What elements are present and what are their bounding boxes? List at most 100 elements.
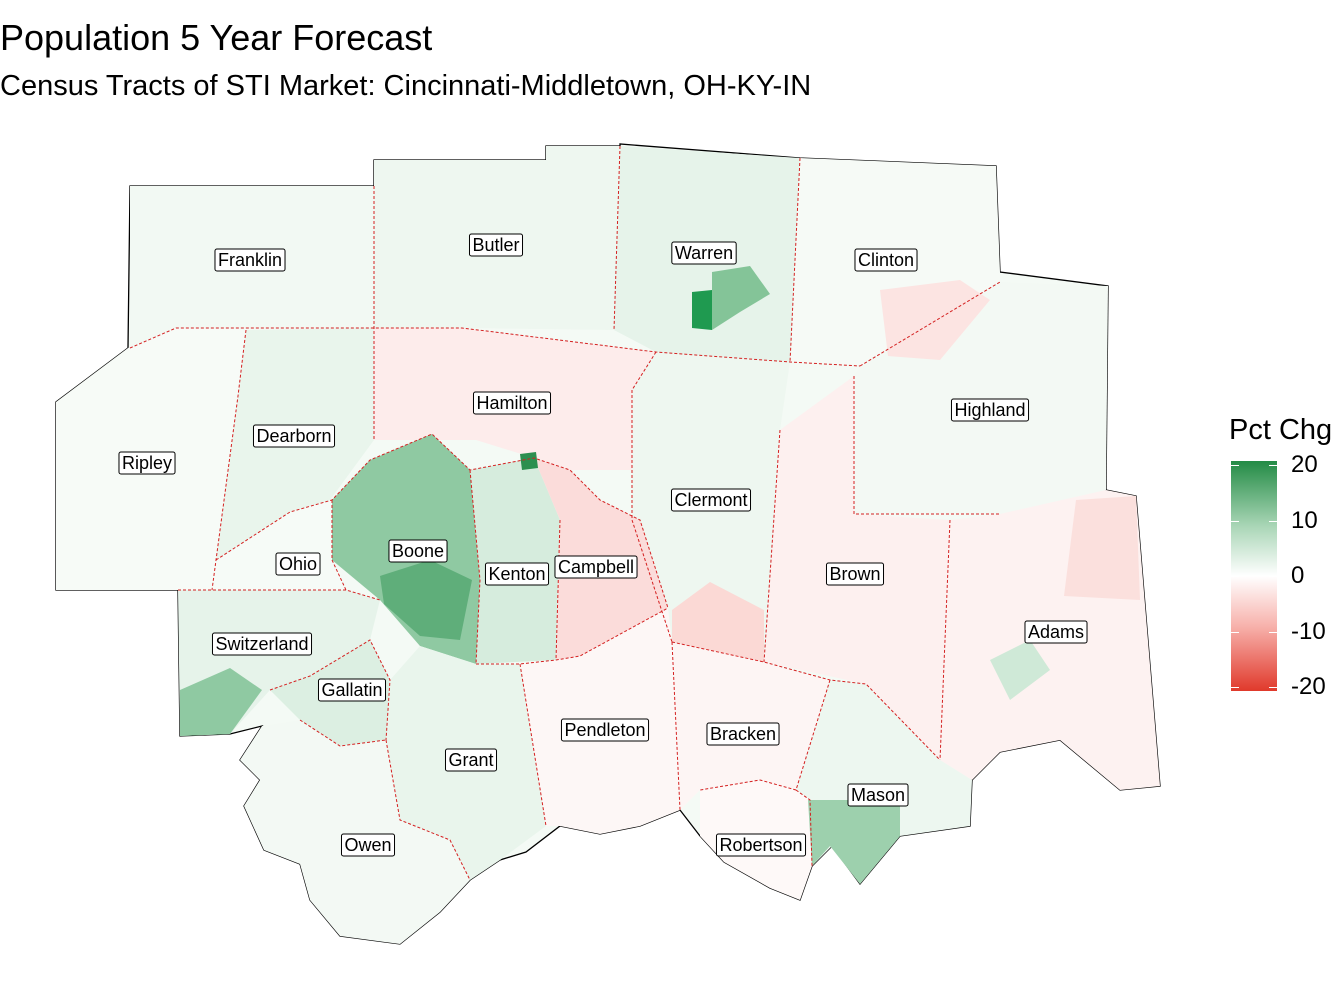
county-label-box	[340, 833, 396, 857]
county-label-box	[715, 833, 807, 857]
county-label-box	[275, 552, 321, 576]
county-label-kenton: Kenton	[484, 562, 550, 586]
county-label-clinton: Clinton	[854, 248, 918, 272]
legend-tick-label: 10	[1291, 506, 1318, 534]
county-label-text: Campbell	[558, 557, 634, 577]
county-label-text: Clinton	[858, 250, 914, 270]
county-label-ripley: Ripley	[118, 451, 176, 475]
page-title: Population 5 Year Forecast	[0, 17, 433, 58]
tract-switzerland-east	[180, 668, 262, 736]
tract-warren-high	[692, 290, 712, 330]
county-label-box	[118, 451, 176, 475]
legend-tick-mark	[1231, 631, 1239, 633]
county-label-text: Dearborn	[256, 426, 331, 446]
tract-boone-high	[380, 560, 472, 640]
county-label-dearborn: Dearborn	[252, 424, 336, 448]
county-label-text: Clermont	[674, 490, 747, 510]
tract-adams-north	[1064, 496, 1140, 600]
county-label-box	[706, 722, 780, 746]
county-label-pendleton: Pendleton	[560, 718, 650, 742]
tract-clermont-south	[672, 582, 764, 662]
county-label-box	[671, 241, 737, 265]
legend-tick-mark	[1231, 687, 1239, 688]
legend-tick-mark	[1269, 576, 1277, 577]
county-label-text: Robertson	[719, 835, 802, 855]
county-label-bracken: Bracken	[706, 722, 780, 746]
county-label-switzerland: Switzerland	[211, 632, 313, 656]
county-label-box	[317, 678, 387, 702]
county-label-box	[444, 748, 498, 772]
county-label-text: Pendleton	[564, 720, 645, 740]
county-label-ohio: Ohio	[275, 552, 321, 576]
county-label-clermont: Clermont	[670, 488, 752, 512]
county-label-text: Adams	[1028, 622, 1084, 642]
county-label-hamilton: Hamilton	[472, 391, 552, 415]
legend-tick-mark	[1269, 520, 1277, 522]
county-borders	[129, 145, 1001, 881]
tract-mason-south	[808, 800, 900, 884]
county-label-text: Ohio	[279, 554, 317, 574]
county-label-butler: Butler	[468, 233, 524, 257]
county-label-highland: Highland	[950, 398, 1030, 422]
county-label-box	[554, 555, 638, 579]
county-label-box	[468, 233, 524, 257]
tract-warren-medium	[712, 266, 770, 330]
county-label-warren: Warren	[671, 241, 737, 265]
county-region-owen	[240, 720, 470, 944]
county-label-text: Switzerland	[215, 634, 308, 654]
county-label-gallatin: Gallatin	[317, 678, 387, 702]
county-label-text: Highland	[954, 400, 1025, 420]
county-label-franklin: Franklin	[214, 248, 286, 272]
county-label-text: Ripley	[122, 453, 172, 473]
county-label-text: Owen	[344, 835, 391, 855]
county-label-box	[950, 398, 1030, 422]
legend-tick-mark	[1269, 631, 1277, 633]
county-label-text: Gallatin	[321, 680, 382, 700]
county-label-box	[560, 718, 650, 742]
tract-highland-west	[880, 280, 990, 360]
county-label-text: Franklin	[218, 250, 282, 270]
county-label-text: Mason	[851, 785, 905, 805]
tract-kenton-city	[520, 452, 538, 470]
legend-tick-mark	[1231, 465, 1239, 466]
county-label-text: Warren	[675, 243, 733, 263]
county-label-text: Boone	[392, 541, 444, 561]
legend-tick-label: -10	[1291, 617, 1326, 645]
county-label-grant: Grant	[444, 748, 498, 772]
county-label-boone: Boone	[388, 539, 448, 563]
county-label-brown: Brown	[825, 562, 885, 586]
county-label-box	[484, 562, 550, 586]
county-label-text: Kenton	[488, 564, 545, 584]
legend-tick-mark	[1231, 520, 1239, 522]
county-label-box	[388, 539, 448, 563]
county-label-box	[1024, 620, 1088, 644]
county-label-box	[847, 783, 909, 807]
legend-tick-mark	[1231, 576, 1239, 577]
county-label-box	[472, 391, 552, 415]
legend-tick-mark	[1269, 687, 1277, 688]
tract-adams-west	[990, 640, 1050, 700]
county-label-box	[211, 632, 313, 656]
county-label-text: Brown	[829, 564, 880, 584]
county-label-box	[854, 248, 918, 272]
county-label-robertson: Robertson	[715, 833, 807, 857]
county-label-box	[252, 424, 336, 448]
county-label-adams: Adams	[1024, 620, 1088, 644]
county-label-mason: Mason	[847, 783, 909, 807]
county-region-kenton	[470, 458, 560, 664]
county-label-owen: Owen	[340, 833, 396, 857]
county-label-text: Bracken	[710, 724, 776, 744]
county-label-text: Hamilton	[476, 393, 547, 413]
county-label-text: Grant	[448, 750, 493, 770]
county-label-box	[825, 562, 885, 586]
legend-tick-mark	[1269, 465, 1277, 466]
county-label-campbell: Campbell	[554, 555, 638, 579]
county-label-box	[214, 248, 286, 272]
county-label-box	[670, 488, 752, 512]
county-label-text: Butler	[472, 235, 519, 255]
legend-tick-label: -20	[1291, 673, 1326, 700]
legend-tick-label: 0	[1291, 562, 1305, 589]
page-subtitle: Census Tracts of STI Market: Cincinnati-…	[0, 70, 812, 102]
legend-tick-label: 20	[1291, 451, 1318, 478]
